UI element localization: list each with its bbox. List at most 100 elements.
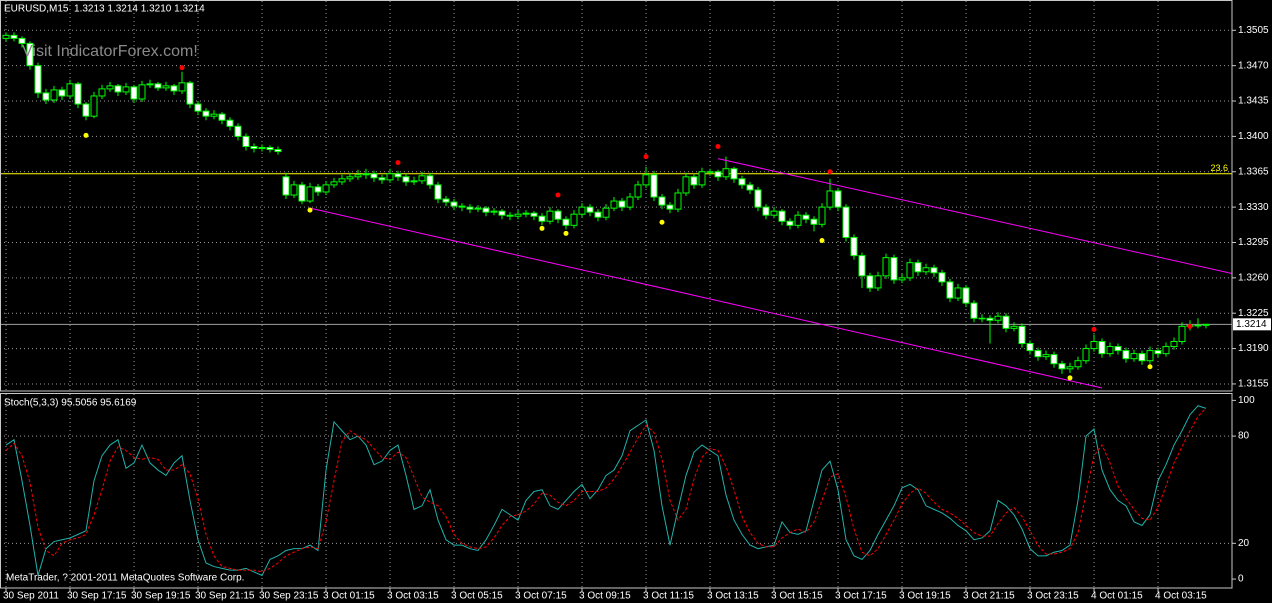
candle-body — [1090, 341, 1098, 350]
candle-body — [386, 173, 394, 181]
candle-body — [274, 149, 282, 153]
fractal-marker — [1187, 323, 1193, 329]
copyright-footer: MetaTrader, ? 2001-2011 MetaQuotes Softw… — [6, 573, 244, 584]
candle-body — [50, 89, 58, 101]
fractal-marker — [827, 169, 833, 175]
candle-body — [602, 207, 610, 218]
candle-body — [938, 272, 946, 283]
indicator-panel — [0, 394, 1232, 588]
candle-body — [818, 206, 826, 225]
candle-body — [642, 174, 650, 186]
y-tick-label: 1.3470 — [1238, 60, 1269, 71]
y-tick-label: 1.3365 — [1238, 166, 1269, 177]
y-tick-label: 0 — [1238, 574, 1244, 585]
x-tick-label: 30 Sep 17:15 — [67, 591, 127, 602]
candle-body — [266, 147, 274, 151]
y-tick-label: 1.3295 — [1238, 237, 1269, 248]
candle-body — [1050, 354, 1058, 365]
candle-body — [722, 168, 730, 178]
candle-body — [138, 84, 146, 100]
candle-body — [522, 212, 530, 215]
candle-body — [74, 83, 82, 105]
trendline — [717, 158, 1232, 275]
candle-body — [978, 317, 986, 320]
candle-body — [354, 174, 362, 178]
x-tick-label: 4 Oct 03:15 — [1155, 591, 1207, 602]
indicator-title: Stoch(5,3,3) 95.5056 95.6169 — [4, 398, 137, 409]
candle-body — [426, 175, 434, 186]
candle-body — [1154, 350, 1162, 355]
candle-body — [1082, 348, 1090, 362]
fractal-marker — [715, 143, 721, 149]
candle-body — [1026, 343, 1034, 352]
candle-body — [738, 178, 746, 186]
candle-body — [986, 317, 994, 321]
fractal-marker — [83, 132, 89, 138]
y-tick-label: 80 — [1238, 431, 1250, 442]
x-tick-label: 3 Oct 17:15 — [835, 591, 887, 602]
candle-body — [290, 184, 298, 196]
candle-body — [674, 192, 682, 210]
fractal-marker — [179, 65, 185, 71]
candle-body — [730, 168, 738, 180]
candle-body — [858, 255, 866, 277]
axes: 1.3505 1.3470 1.3435 1.3400 1.3365 1.3330 1.32… — [3, 25, 1271, 602]
candle-body — [1194, 324, 1202, 327]
candle-body — [442, 198, 450, 203]
fractal-marker — [563, 230, 569, 236]
candle-body — [890, 257, 898, 281]
candle-body — [610, 200, 618, 209]
candle-body — [226, 119, 234, 127]
candle-body — [834, 190, 842, 208]
indicator-frame — [0, 393, 1233, 589]
candle-body — [18, 37, 26, 44]
candle-body — [634, 184, 642, 198]
y-tick-label: 1.3400 — [1238, 131, 1269, 142]
candle-body — [466, 206, 474, 210]
candle-body — [378, 177, 386, 181]
x-tick-label: 4 Oct 01:15 — [1091, 591, 1143, 602]
candle-body — [586, 206, 594, 213]
candle-body — [906, 262, 914, 279]
candle-body — [970, 302, 978, 319]
candle-body — [1066, 366, 1074, 370]
candle-body — [90, 95, 98, 117]
candle-body — [338, 178, 346, 183]
stochastic-line — [5, 405, 1207, 577]
candle-body — [682, 176, 690, 194]
candle-body — [874, 275, 882, 289]
fractal-marker — [555, 192, 561, 198]
candle-body — [1010, 325, 1018, 329]
candle-body — [1178, 325, 1186, 342]
candle-body — [514, 213, 522, 217]
candle-body — [498, 210, 506, 216]
candle-body — [298, 184, 306, 202]
y-tick-label: 1.3260 — [1238, 272, 1269, 283]
y-tick-label: 20 — [1238, 538, 1250, 549]
candle-body — [330, 181, 338, 186]
fractal-marker — [1067, 375, 1073, 381]
y-tick-label: 100 — [1238, 395, 1255, 406]
candle-body — [130, 86, 138, 100]
x-tick-label: 3 Oct 23:15 — [1027, 591, 1079, 602]
x-tick-label: 3 Oct 13:15 — [707, 591, 759, 602]
candle-body — [178, 82, 186, 92]
x-tick-label: 3 Oct 09:15 — [579, 591, 631, 602]
candle-body — [82, 103, 90, 117]
fib-level-label: 23.6 — [1210, 163, 1228, 173]
candle-body — [26, 42, 34, 67]
candle-body — [994, 315, 1002, 321]
x-tick-label: 3 Oct 01:15 — [323, 591, 375, 602]
last-price-box — [1233, 318, 1271, 331]
candle-body — [562, 218, 570, 226]
candle-body — [506, 214, 514, 217]
candle-body — [786, 220, 794, 226]
candle-body — [258, 147, 266, 150]
stochastic-line — [5, 407, 1207, 573]
candle-body — [202, 110, 210, 117]
candle-body — [490, 210, 498, 213]
candle-body — [754, 189, 762, 208]
candle-body — [914, 262, 922, 273]
x-tick-label: 30 Sep 21:15 — [195, 591, 255, 602]
fractal-marker — [539, 225, 545, 231]
